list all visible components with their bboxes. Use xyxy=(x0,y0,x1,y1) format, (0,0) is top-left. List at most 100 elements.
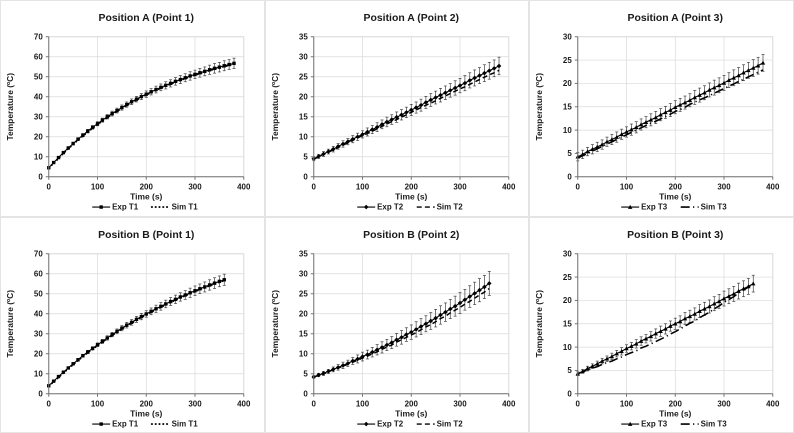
y-tick-label: 25 xyxy=(299,73,308,82)
x-axis-label: Time (s) xyxy=(395,408,427,418)
legend-label: Sim T2 xyxy=(436,203,463,212)
x-tick-label: 400 xyxy=(237,399,251,408)
legend-label: Exp T3 xyxy=(641,203,668,212)
y-axis-label: Temperature (ºC) xyxy=(270,73,280,141)
y-tick-label: 5 xyxy=(568,149,573,158)
x-tick-label: 200 xyxy=(140,183,154,192)
y-axis-label: Temperature (ºC) xyxy=(534,289,544,357)
axes: 0 100 200 300 400 0 10 20 30 40 50 60 70 xyxy=(34,33,251,192)
series-exp xyxy=(313,282,490,377)
x-tick-label: 0 xyxy=(47,399,52,408)
chart-title: Position A (Point 3) xyxy=(628,13,723,24)
y-tick-label: 20 xyxy=(34,349,43,358)
axes: 0 100 200 300 400 0 5 10 15 20 25 30 35 xyxy=(299,249,516,408)
x-tick-label: 200 xyxy=(404,183,418,192)
y-tick-label: 30 xyxy=(299,269,308,278)
x-tick-label: 100 xyxy=(356,183,370,192)
y-tick-label: 10 xyxy=(299,133,308,142)
y-tick-label: 10 xyxy=(563,126,572,135)
x-axis-label: Time (s) xyxy=(395,192,427,202)
x-tick-label: 100 xyxy=(620,399,634,408)
error-bars xyxy=(47,57,236,169)
legend-label: Sim T1 xyxy=(172,203,199,212)
legend-label: Exp T1 xyxy=(112,419,139,428)
legend-label: Exp T2 xyxy=(377,203,404,212)
y-tick-label: 60 xyxy=(34,53,43,62)
y-tick-label: 20 xyxy=(299,309,308,318)
y-tick-label: 30 xyxy=(563,249,572,258)
y-axis-label: Temperature (ºC) xyxy=(270,289,280,357)
axes: 0 100 200 300 400 0 5 10 15 20 25 30 xyxy=(563,33,780,192)
series-exp xyxy=(48,62,235,169)
chart-title: Position B (Point 3) xyxy=(627,229,723,240)
axes: 0 100 200 300 400 0 10 20 30 40 50 60 70 xyxy=(34,249,251,408)
x-tick-label: 400 xyxy=(237,183,251,192)
gridlines xyxy=(312,36,509,178)
y-tick-label: 0 xyxy=(38,173,43,182)
x-tick-label: 200 xyxy=(140,399,154,408)
x-tick-label: 400 xyxy=(502,399,516,408)
x-tick-label: 0 xyxy=(311,183,316,192)
chart-panel-position-a-point-2: 0 100 200 300 400 0 5 10 15 20 25 30 35 Position A (P… xyxy=(264,0,530,217)
y-tick-label: 15 xyxy=(563,103,572,112)
legend-label: Sim T2 xyxy=(436,419,463,428)
legend-label: Exp T3 xyxy=(641,419,668,428)
chart-position-a-point-2: 0 100 200 300 400 0 5 10 15 20 25 30 35 Position A (P… xyxy=(270,13,516,212)
y-tick-label: 25 xyxy=(563,56,572,65)
legend-label: Sim T3 xyxy=(701,419,728,428)
y-tick-label: 0 xyxy=(38,389,43,398)
y-tick-label: 30 xyxy=(563,33,572,42)
y-tick-label: 35 xyxy=(299,33,308,42)
y-axis-label: Temperature (ºC) xyxy=(5,73,15,141)
y-tick-label: 70 xyxy=(34,33,43,42)
x-tick-label: 100 xyxy=(91,399,105,408)
gridlines xyxy=(48,252,245,394)
chart-panel-position-a-point-3: 0 100 200 300 400 0 5 10 15 20 25 30 Position A (Poi… xyxy=(529,0,794,217)
legend: Exp T2 Sim T2 xyxy=(356,419,463,428)
y-tick-label: 15 xyxy=(299,113,308,122)
y-tick-label: 15 xyxy=(563,319,572,328)
series-exp xyxy=(48,278,225,386)
series-markers xyxy=(311,63,501,162)
chart-position-b-point-3: 0 100 200 300 400 0 5 10 15 20 25 30 Position B (Poi… xyxy=(534,229,780,428)
legend-label: Exp T2 xyxy=(377,419,404,428)
error-bars xyxy=(311,270,491,379)
y-tick-label: 70 xyxy=(34,249,43,258)
y-tick-label: 20 xyxy=(34,133,43,142)
y-tick-label: 5 xyxy=(303,369,308,378)
x-tick-label: 100 xyxy=(356,399,370,408)
y-tick-label: 0 xyxy=(568,173,573,182)
y-tick-label: 15 xyxy=(299,329,308,338)
y-tick-label: 10 xyxy=(563,342,572,351)
chart-panel-position-b-point-3: 0 100 200 300 400 0 5 10 15 20 25 30 Position B (Poi… xyxy=(529,216,794,433)
x-tick-label: 400 xyxy=(502,183,516,192)
x-axis-label: Time (s) xyxy=(130,192,162,202)
chart-position-a-point-3: 0 100 200 300 400 0 5 10 15 20 25 30 Position A (Poi… xyxy=(534,13,780,212)
error-bars xyxy=(47,273,226,387)
y-tick-label: 25 xyxy=(563,272,572,281)
y-tick-label: 5 xyxy=(568,366,573,375)
gridlines xyxy=(312,252,509,394)
chart-title: Position B (Point 1) xyxy=(98,229,194,240)
legend: Exp T3 Sim T3 xyxy=(621,419,728,428)
chart-position-b-point-2: 0 100 200 300 400 0 5 10 15 20 25 30 35 Position B (P… xyxy=(270,229,516,428)
legend-label: Sim T3 xyxy=(701,203,728,212)
y-tick-label: 25 xyxy=(299,289,308,298)
y-tick-label: 0 xyxy=(568,389,573,398)
y-tick-label: 10 xyxy=(34,153,43,162)
series-markers xyxy=(575,280,756,375)
y-tick-label: 5 xyxy=(303,153,308,162)
y-tick-label: 10 xyxy=(299,349,308,358)
y-tick-label: 0 xyxy=(303,173,308,182)
x-tick-label: 300 xyxy=(718,183,732,192)
y-axis-label: Temperature (ºC) xyxy=(5,289,15,357)
axes: 0 100 200 300 400 0 5 10 15 20 25 30 xyxy=(563,249,780,408)
legend: Exp T1 Sim T1 xyxy=(92,203,198,212)
x-tick-label: 200 xyxy=(669,183,683,192)
y-tick-label: 60 xyxy=(34,269,43,278)
x-tick-label: 0 xyxy=(47,183,52,192)
axes: 0 100 200 300 400 0 5 10 15 20 25 30 35 xyxy=(299,33,516,192)
chart-position-a-point-1: 0 100 200 300 400 0 10 20 30 40 50 60 70 Position A (… xyxy=(5,13,251,212)
x-tick-label: 0 xyxy=(311,399,316,408)
gridlines xyxy=(48,36,245,178)
